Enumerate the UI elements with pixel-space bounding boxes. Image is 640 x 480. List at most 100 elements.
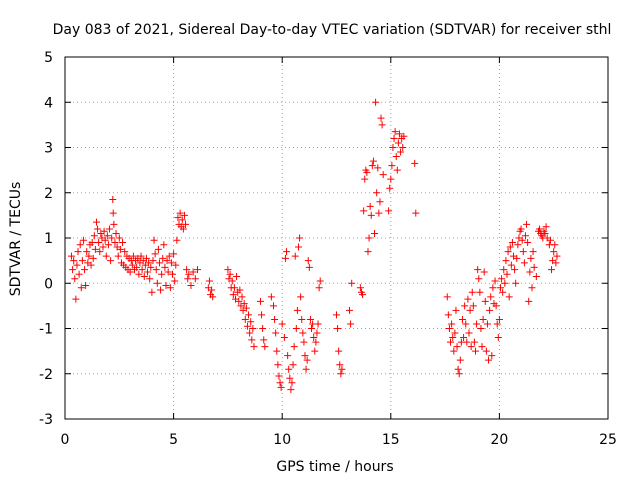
y-tick-label: 0 (44, 276, 53, 292)
data-point (548, 266, 556, 274)
data-point (99, 243, 107, 251)
data-point (520, 259, 528, 267)
data-point (260, 336, 268, 344)
data-point (169, 270, 177, 278)
data-point (178, 216, 186, 224)
data-point (519, 248, 527, 256)
data-point (109, 209, 117, 217)
data-point (91, 245, 99, 253)
data-point (391, 128, 399, 136)
y-tick-label: 5 (44, 50, 53, 66)
data-point (283, 248, 291, 256)
data-point (104, 241, 112, 249)
data-point (333, 311, 340, 319)
data-point (394, 139, 402, 147)
data-point (390, 134, 398, 142)
data-point (228, 277, 236, 285)
data-point (464, 295, 472, 303)
data-point (157, 286, 165, 294)
data-point (144, 268, 152, 276)
data-point (473, 320, 481, 328)
data-point (106, 225, 114, 233)
data-point (502, 257, 510, 265)
data-point (312, 338, 320, 346)
data-point (511, 266, 519, 274)
data-point (101, 236, 109, 244)
data-point (385, 207, 393, 215)
data-point (108, 234, 116, 242)
data-point (290, 343, 298, 351)
data-point (241, 315, 249, 323)
data-point (160, 241, 168, 249)
y-tick-label: -2 (39, 367, 53, 383)
data-point (485, 356, 493, 364)
data-point (85, 252, 93, 260)
data-point (496, 284, 504, 292)
data-point (387, 175, 395, 183)
x-tick-label: 15 (382, 432, 400, 448)
data-point (161, 263, 169, 271)
data-point (337, 370, 345, 378)
data-point (94, 225, 102, 233)
data-point (400, 132, 408, 140)
data-point (235, 297, 243, 305)
data-point (286, 374, 294, 382)
data-point (69, 266, 77, 274)
data-point (233, 272, 241, 280)
data-point (445, 325, 453, 332)
data-point (226, 270, 234, 278)
data-point (377, 114, 385, 122)
data-point (163, 257, 171, 265)
data-point (474, 266, 482, 274)
data-point (245, 311, 253, 319)
data-point (314, 320, 322, 328)
data-point (291, 252, 299, 260)
x-tick-label: 0 (61, 432, 70, 448)
data-point (151, 250, 159, 258)
data-point (89, 254, 97, 262)
data-point (205, 277, 213, 285)
data-point (456, 356, 464, 364)
data-point (308, 325, 316, 332)
data-point (92, 218, 100, 226)
data-point (487, 293, 495, 301)
data-point (142, 254, 150, 262)
data-point (284, 352, 292, 360)
data-point (454, 365, 462, 373)
data-point (116, 245, 124, 253)
data-point (364, 248, 372, 256)
y-tick-label: -3 (39, 412, 53, 428)
data-point (103, 232, 111, 240)
data-point (74, 248, 82, 256)
data-point (480, 268, 488, 276)
data-point (371, 229, 379, 237)
data-point (128, 261, 136, 269)
data-point (448, 320, 456, 328)
data-point (159, 254, 167, 262)
data-point (121, 248, 129, 256)
data-point (465, 329, 473, 337)
data-point (100, 227, 108, 235)
data-point (375, 209, 383, 217)
data-point (524, 239, 532, 247)
data-point (514, 241, 522, 249)
data-point (462, 320, 470, 328)
data-point (348, 279, 356, 287)
data-point (491, 277, 499, 285)
data-point (316, 277, 324, 285)
data-point (303, 356, 311, 364)
data-point (81, 266, 89, 274)
data-point (82, 282, 90, 290)
data-point (461, 302, 469, 310)
data-point (335, 347, 343, 355)
data-point (230, 284, 238, 292)
data-point (374, 164, 382, 172)
data-point (173, 236, 181, 244)
data-point (185, 270, 193, 278)
data-point (315, 284, 323, 292)
data-point (536, 225, 544, 233)
data-point (146, 275, 154, 283)
data-point (367, 211, 375, 219)
y-tick-label: 1 (44, 231, 53, 247)
y-axis-label: SDTVAR / TECUs (8, 182, 24, 297)
